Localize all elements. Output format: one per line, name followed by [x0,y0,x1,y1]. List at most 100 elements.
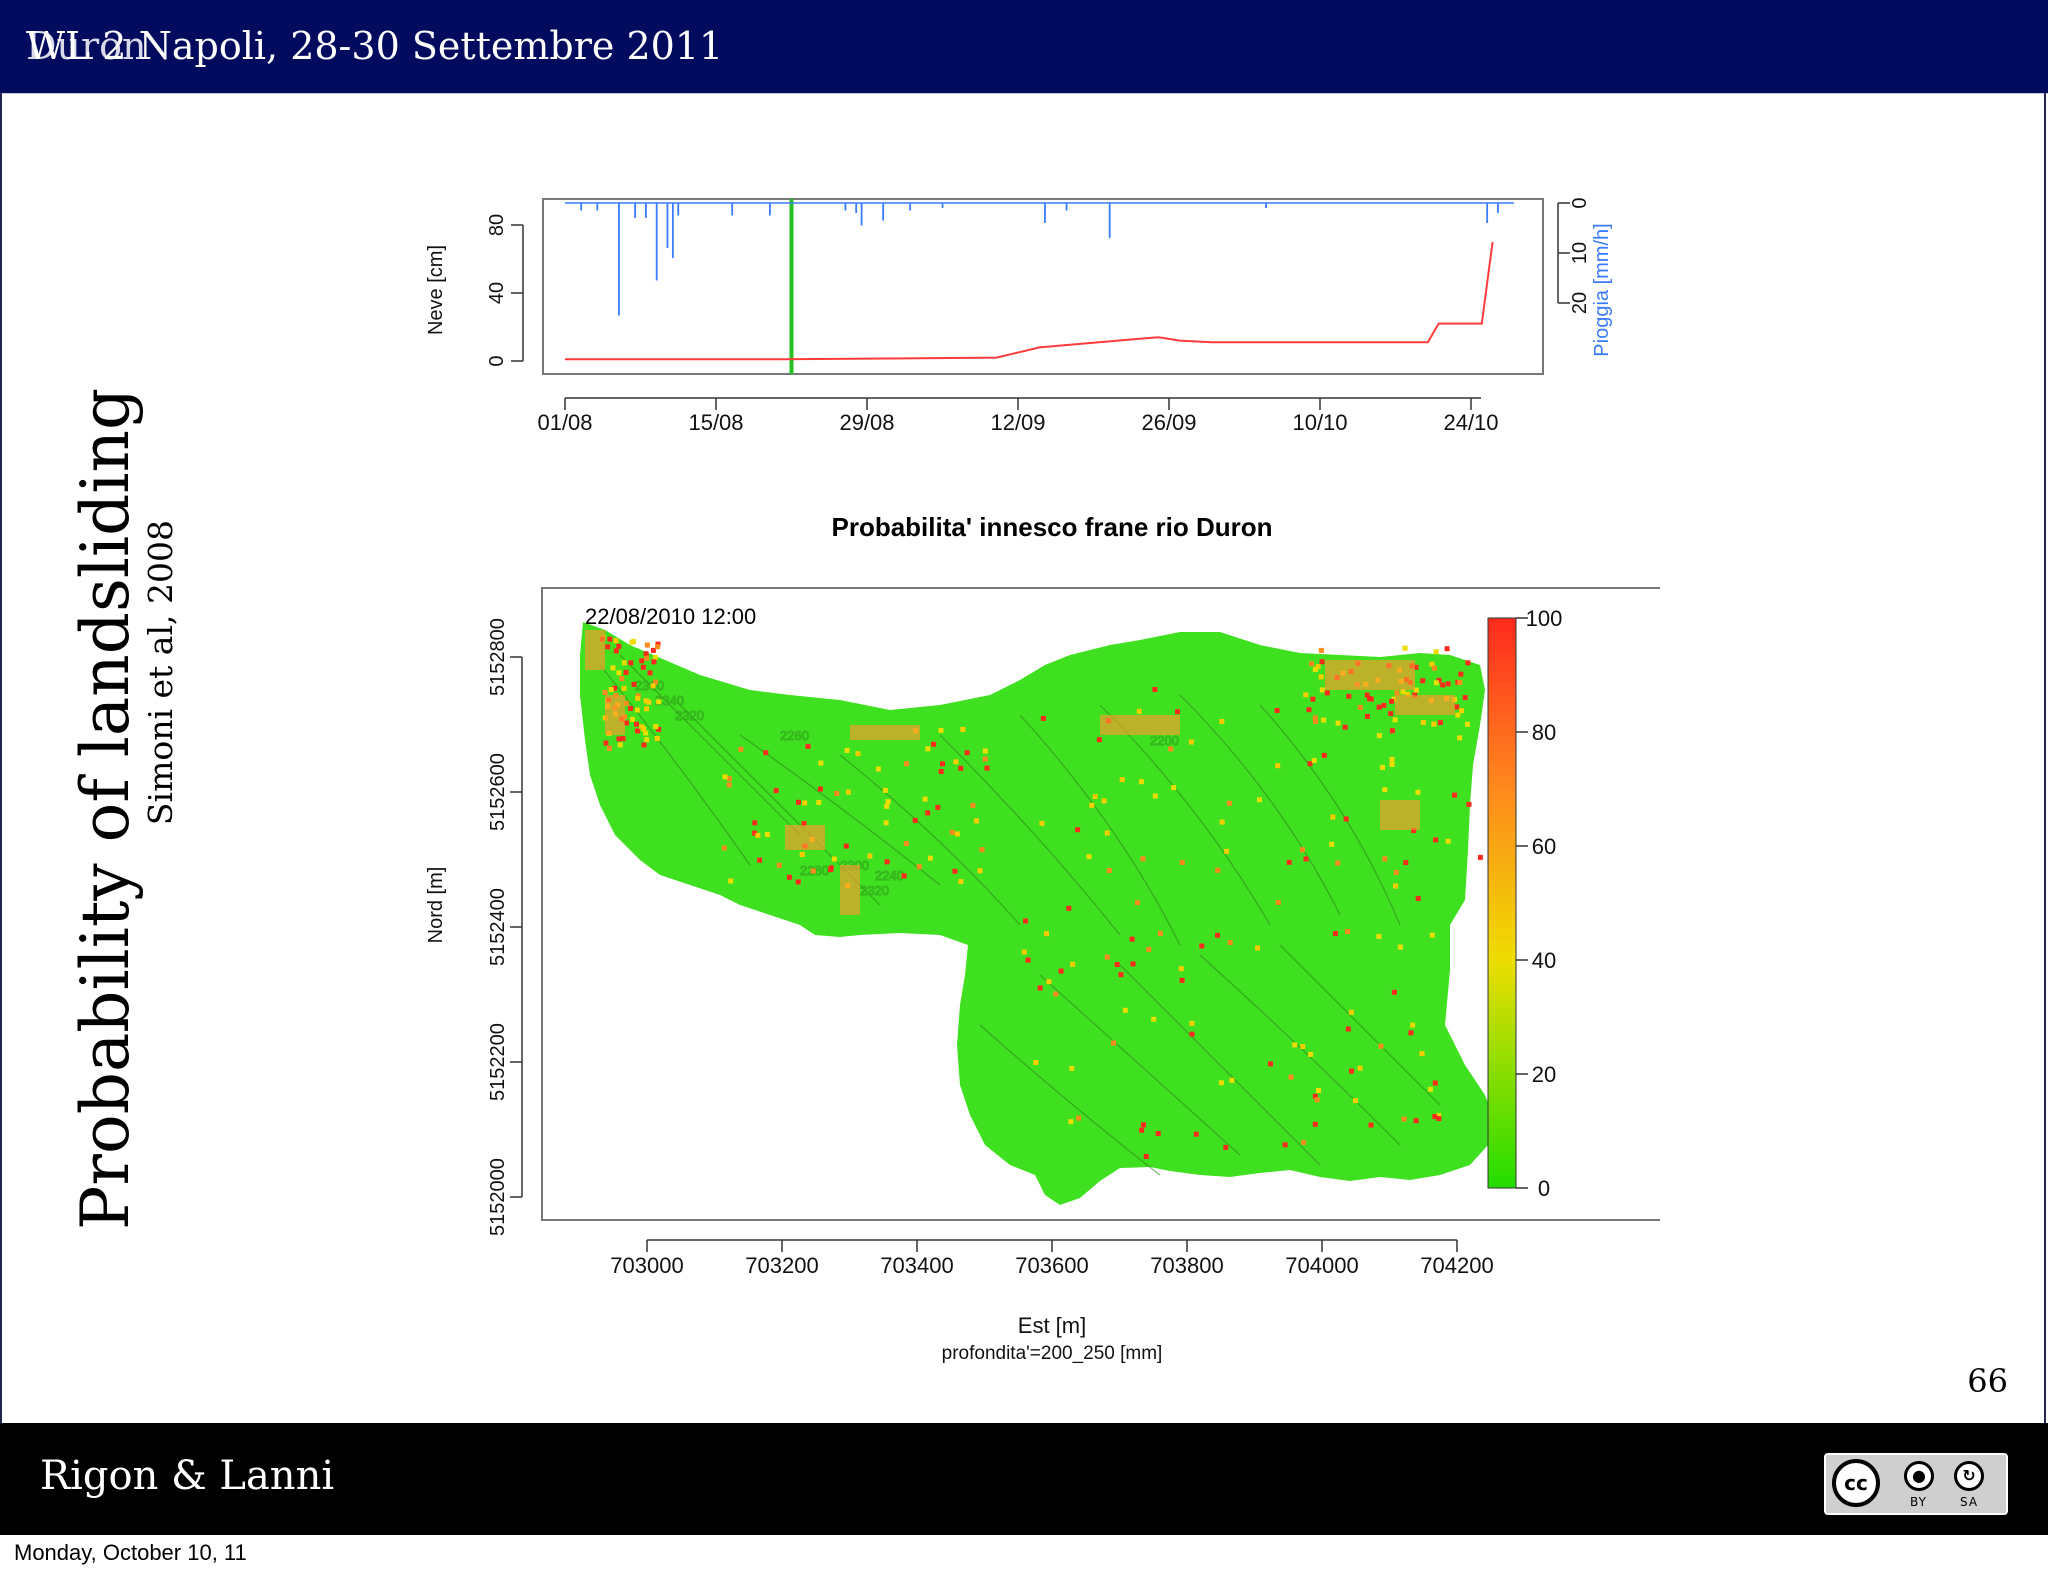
probability-cell [654,736,660,741]
probability-cell [938,769,944,774]
probability-cell [1419,1051,1425,1057]
probability-cell [722,774,728,780]
probability-cell [1376,704,1382,710]
probability-cell [1307,761,1313,767]
probability-cell [903,841,909,846]
contour-line [1179,694,1341,916]
probability-cell [655,641,661,647]
probability-cell [1146,946,1152,952]
map-xtick-label: 703400 [880,1253,953,1278]
probability-cell [935,804,941,810]
probability-cell [1312,666,1318,672]
contour-label: 2340 [655,693,684,708]
probability-cell [1312,715,1318,721]
colorbar-tick-label: 60 [1532,834,1556,859]
probability-cell [1413,664,1419,670]
probability-cell [631,681,637,687]
probability-cell [884,859,890,865]
contour-line [1039,974,1241,1156]
probability-cell [1275,900,1281,905]
probability-cell [653,654,658,660]
probability-cell [1431,721,1437,727]
probability-cell [605,644,611,650]
ts-ytick-right-label: 0 [1569,197,1591,208]
probability-cell [1357,1065,1363,1071]
probability-cell [931,741,937,747]
contour-line [839,754,1021,926]
probability-cell [1410,1022,1416,1028]
probability-cell [1299,847,1305,853]
probability-cell [1459,708,1464,714]
probability-cell [1321,752,1327,758]
probability-cell [1388,711,1394,717]
probability-cell [1465,660,1471,666]
footer-authors: Rigon & Lanni [40,1453,335,1499]
probability-cell [1462,695,1468,701]
probability-cell [1429,932,1435,938]
probability-cell [1389,762,1395,767]
probability-cell [1021,949,1027,955]
probability-cell [1292,1042,1298,1048]
probability-cell [752,830,758,836]
probability-cell [1319,687,1325,693]
probability-cell [816,800,822,805]
probability-cell [651,659,657,665]
probability-cell [1310,696,1316,702]
probability-cell [954,831,960,837]
probability-cell [1381,702,1387,708]
probability-cell [613,638,619,644]
ts-ytick-right-label: 10 [1569,242,1591,264]
probability-cell [1274,708,1280,713]
probability-cell [1433,649,1439,655]
probability-cell [738,746,744,752]
probability-cell [1076,1115,1082,1121]
probability-cell [655,644,660,650]
probability-cell [641,742,647,748]
probability-cell [616,643,622,649]
cc-by-sa-icon[interactable]: cc ● ↻ BY SA [1824,1453,2008,1515]
probability-cell [1224,848,1230,854]
probability-cell [1321,717,1327,723]
probability-cell [1445,838,1451,844]
header-title: WL 2 Napoli, 28-30 Settembre 2011 [26,24,724,68]
probability-cell [634,707,640,713]
contour-line [599,664,751,866]
probability-cell [621,685,627,691]
probability-cell [653,724,659,729]
probability-cell [726,776,732,782]
footer-bar: Rigon & Lanni cc ● ↻ BY SA [0,1423,2048,1535]
probability-cell [875,766,881,772]
map-ytick-label: 5152400 [487,888,509,966]
ts-xtick-label: 26/09 [1141,410,1196,435]
timeseries-ylabel-right: Pioggia [mm/h] [1591,223,1613,356]
probability-cell [1364,692,1370,698]
probability-cell [922,796,928,802]
ts-xtick-label: 29/08 [839,410,894,435]
probability-cell [912,817,918,823]
probability-cell [1255,945,1261,951]
probability-cell [1393,883,1399,889]
probability-cell [1315,664,1321,670]
probability-cell [1229,1077,1235,1083]
probability-cell [1300,1044,1306,1049]
probability-cell [1391,989,1397,995]
ts-xtick-label: 15/08 [688,410,743,435]
probability-cell [1189,1020,1195,1026]
probability-cell [635,695,641,701]
probability-cell [1389,728,1395,734]
probability-cell [1275,763,1281,769]
probability-cell [1365,713,1370,719]
probability-cell [1068,1119,1074,1125]
probability-cell [1408,1030,1414,1036]
probability-cell [1089,802,1095,808]
probability-cell [1318,647,1324,653]
probability-cell [1309,661,1314,667]
timeseries-ylabel: Neve [cm] [425,245,447,335]
probability-cell [1343,816,1349,822]
probability-cell [1376,733,1382,739]
probability-cell [1178,966,1184,972]
probability-cell [1152,793,1158,799]
contour-label: 2320 [675,708,704,723]
by-label: BY [1910,1495,1927,1509]
probability-cell [925,746,931,752]
